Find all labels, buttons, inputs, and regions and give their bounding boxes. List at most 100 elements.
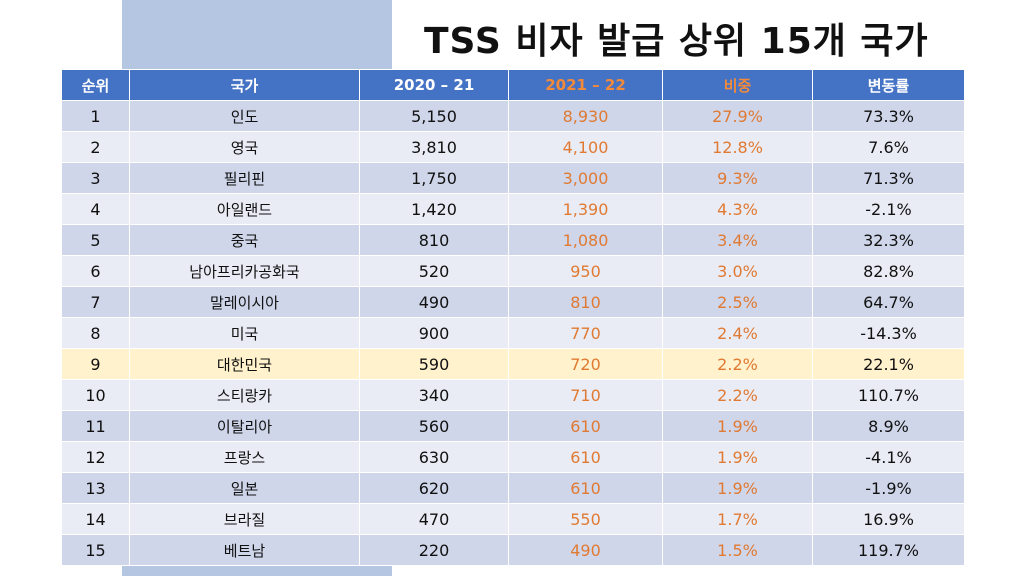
cell-2021-22: 610 xyxy=(508,441,663,473)
cell-rank: 10 xyxy=(61,379,130,411)
cell-share: 3.0% xyxy=(662,255,813,287)
cell-2021-22: 550 xyxy=(508,503,663,535)
cell-2020-21: 1,750 xyxy=(359,162,509,194)
cell-2020-21: 630 xyxy=(359,441,509,473)
table-row: 10 스티랑카 340 710 2.2% 110.7% xyxy=(61,379,965,411)
cell-country: 스티랑카 xyxy=(129,379,360,411)
cell-change: 64.7% xyxy=(812,286,965,318)
header-rank: 순위 xyxy=(61,69,130,101)
cell-share: 2.4% xyxy=(662,317,813,349)
cell-change: 73.3% xyxy=(812,100,965,132)
cell-country: 인도 xyxy=(129,100,360,132)
cell-rank: 5 xyxy=(61,224,130,256)
table-row: 9 대한민국 590 720 2.2% 22.1% xyxy=(61,348,965,380)
cell-change: 82.8% xyxy=(812,255,965,287)
cell-country: 아일랜드 xyxy=(129,193,360,225)
cell-country: 베트남 xyxy=(129,534,360,566)
cell-country: 대한민국 xyxy=(129,348,360,380)
cell-2020-21: 5,150 xyxy=(359,100,509,132)
cell-country: 남아프리카공화국 xyxy=(129,255,360,287)
cell-rank: 1 xyxy=(61,100,130,132)
cell-2021-22: 1,080 xyxy=(508,224,663,256)
cell-share: 3.4% xyxy=(662,224,813,256)
cell-country: 필리핀 xyxy=(129,162,360,194)
cell-2021-22: 3,000 xyxy=(508,162,663,194)
cell-country: 이탈리아 xyxy=(129,410,360,442)
cell-2020-21: 560 xyxy=(359,410,509,442)
cell-country: 말레이시아 xyxy=(129,286,360,318)
cell-2020-21: 340 xyxy=(359,379,509,411)
cell-rank: 2 xyxy=(61,131,130,163)
cell-2020-21: 590 xyxy=(359,348,509,380)
header-2021-22: 2021 – 22 xyxy=(508,69,663,101)
cell-2021-22: 4,100 xyxy=(508,131,663,163)
table-row: 15 베트남 220 490 1.5% 119.7% xyxy=(61,534,965,566)
cell-rank: 7 xyxy=(61,286,130,318)
cell-2020-21: 810 xyxy=(359,224,509,256)
cell-change: 22.1% xyxy=(812,348,965,380)
cell-2020-21: 1,420 xyxy=(359,193,509,225)
cell-2021-22: 950 xyxy=(508,255,663,287)
cell-2020-21: 3,810 xyxy=(359,131,509,163)
table-row: 7 말레이시아 490 810 2.5% 64.7% xyxy=(61,286,965,318)
cell-rank: 15 xyxy=(61,534,130,566)
visa-table: 순위 국가 2020 – 21 2021 – 22 비중 변동률 1 인도 5,15… xyxy=(61,69,965,566)
cell-2020-21: 490 xyxy=(359,286,509,318)
table-row: 4 아일랜드 1,420 1,390 4.3% -2.1% xyxy=(61,193,965,225)
cell-country: 브라질 xyxy=(129,503,360,535)
table-header-row: 순위 국가 2020 – 21 2021 – 22 비중 변동률 xyxy=(61,69,965,101)
cell-2021-22: 490 xyxy=(508,534,663,566)
header-2020-21: 2020 – 21 xyxy=(359,69,509,101)
header-country: 국가 xyxy=(129,69,360,101)
cell-change: 71.3% xyxy=(812,162,965,194)
cell-rank: 12 xyxy=(61,441,130,473)
cell-2021-22: 810 xyxy=(508,286,663,318)
cell-country: 프랑스 xyxy=(129,441,360,473)
cell-change: 8.9% xyxy=(812,410,965,442)
table-row: 8 미국 900 770 2.4% -14.3% xyxy=(61,317,965,349)
cell-rank: 14 xyxy=(61,503,130,535)
table-row: 6 남아프리카공화국 520 950 3.0% 82.8% xyxy=(61,255,965,287)
table-row: 3 필리핀 1,750 3,000 9.3% 71.3% xyxy=(61,162,965,194)
cell-country: 영국 xyxy=(129,131,360,163)
cell-rank: 13 xyxy=(61,472,130,504)
table-row: 1 인도 5,150 8,930 27.9% 73.3% xyxy=(61,100,965,132)
cell-share: 4.3% xyxy=(662,193,813,225)
table-row: 5 중국 810 1,080 3.4% 32.3% xyxy=(61,224,965,256)
cell-country: 미국 xyxy=(129,317,360,349)
cell-share: 1.5% xyxy=(662,534,813,566)
cell-change: -4.1% xyxy=(812,441,965,473)
cell-change: 119.7% xyxy=(812,534,965,566)
cell-2021-22: 770 xyxy=(508,317,663,349)
table-row: 12 프랑스 630 610 1.9% -4.1% xyxy=(61,441,965,473)
cell-rank: 9 xyxy=(61,348,130,380)
cell-rank: 4 xyxy=(61,193,130,225)
cell-2021-22: 720 xyxy=(508,348,663,380)
cell-2020-21: 220 xyxy=(359,534,509,566)
cell-change: 7.6% xyxy=(812,131,965,163)
cell-rank: 8 xyxy=(61,317,130,349)
cell-share: 1.9% xyxy=(662,441,813,473)
cell-2020-21: 470 xyxy=(359,503,509,535)
cell-share: 2.5% xyxy=(662,286,813,318)
cell-rank: 3 xyxy=(61,162,130,194)
cell-share: 1.9% xyxy=(662,472,813,504)
cell-change: -14.3% xyxy=(812,317,965,349)
cell-2020-21: 900 xyxy=(359,317,509,349)
cell-change: 16.9% xyxy=(812,503,965,535)
cell-share: 2.2% xyxy=(662,348,813,380)
table-row: 2 영국 3,810 4,100 12.8% 7.6% xyxy=(61,131,965,163)
cell-share: 1.9% xyxy=(662,410,813,442)
cell-2020-21: 520 xyxy=(359,255,509,287)
cell-country: 중국 xyxy=(129,224,360,256)
cell-2021-22: 710 xyxy=(508,379,663,411)
cell-country: 일본 xyxy=(129,472,360,504)
cell-change: 32.3% xyxy=(812,224,965,256)
cell-share: 12.8% xyxy=(662,131,813,163)
cell-2021-22: 8,930 xyxy=(508,100,663,132)
cell-share: 9.3% xyxy=(662,162,813,194)
cell-change: -1.9% xyxy=(812,472,965,504)
cell-share: 1.7% xyxy=(662,503,813,535)
cell-2021-22: 610 xyxy=(508,410,663,442)
cell-2021-22: 1,390 xyxy=(508,193,663,225)
